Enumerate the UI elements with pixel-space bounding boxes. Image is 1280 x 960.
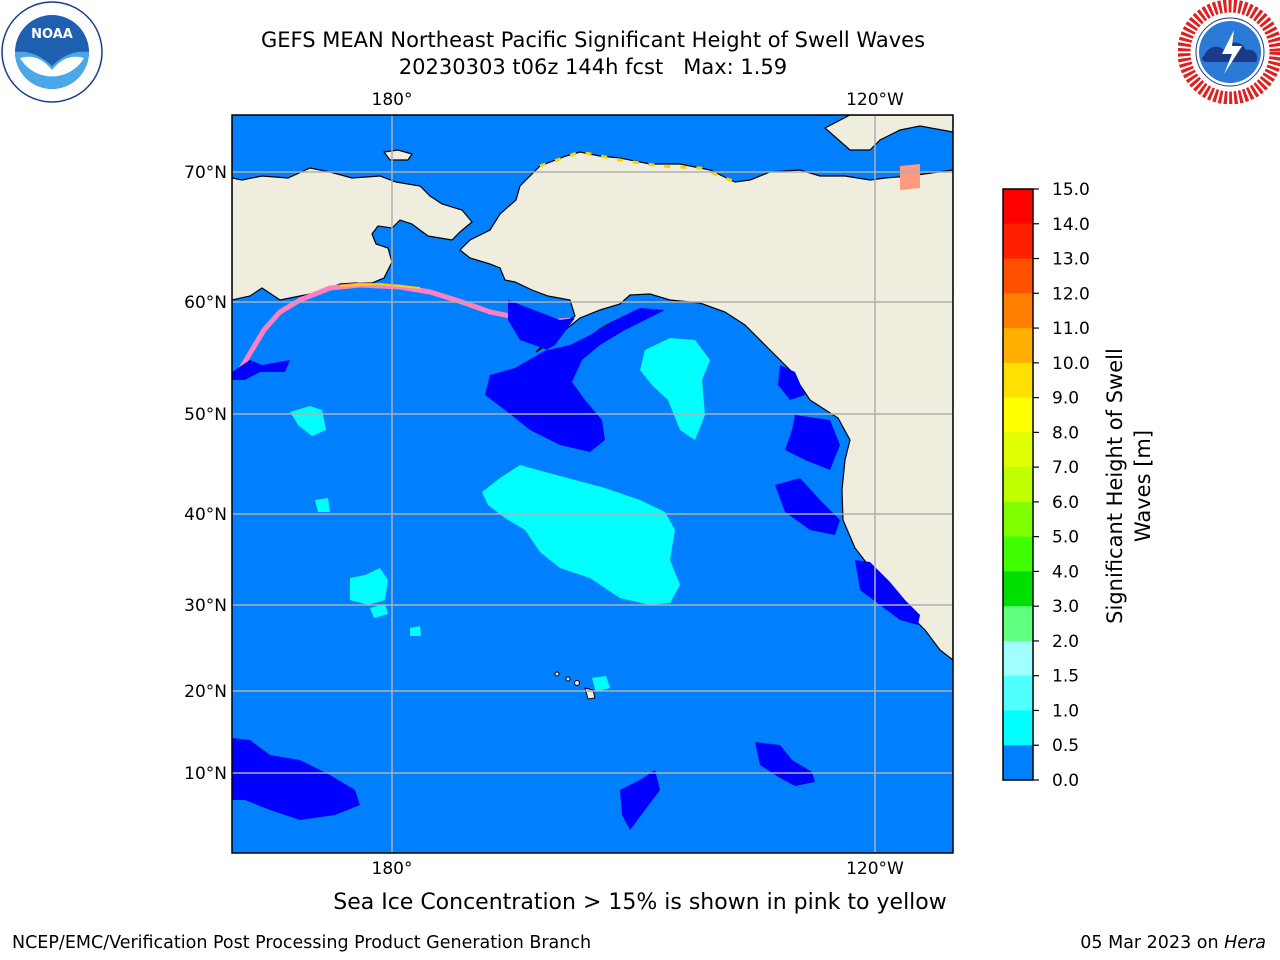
sea-ice-note: Sea Ice Concentration > 15% is shown in … (333, 890, 947, 915)
svg-text:NOAA: NOAA (31, 27, 73, 42)
footer-date-text: 05 Mar 2023 on (1080, 933, 1225, 953)
colorbar-segment (1003, 536, 1033, 572)
colorbar-segment (1003, 710, 1033, 746)
colorbar-tick-label: 1.5 (1052, 667, 1079, 687)
lon-label-top-180: 180° (372, 90, 413, 110)
colorbar-segment (1003, 675, 1033, 711)
graticule (232, 115, 953, 853)
colorbar-segment (1003, 745, 1033, 781)
footer-branch: NCEP/EMC/Verification Post Processing Pr… (12, 933, 592, 953)
colorbar-tick-label: 6.0 (1052, 493, 1079, 513)
colorbar-label-line2: Waves [m] (1131, 430, 1155, 542)
map-title: GEFS MEAN Northeast Pacific Significant … (260, 28, 926, 52)
lat-label-70n: 70°N (184, 163, 227, 183)
colorbar-tick-label: 8.0 (1052, 423, 1079, 443)
colorbar-tick-label: 0.5 (1052, 736, 1079, 756)
lat-label-40n: 40°N (184, 505, 227, 525)
colorbar-segment (1003, 189, 1033, 225)
lat-label-30n: 30°N (184, 596, 227, 616)
colorbar-segment (1003, 223, 1033, 260)
colorbar: 15.0 14.0 13.0 12.0 11.0 10.0 9.0 8.0 7.0 6.0 5.0 4… (1002, 180, 1090, 791)
colorbar-tick-label: 7.0 (1052, 458, 1079, 478)
colorbar-segment (1003, 293, 1033, 329)
lat-label-60n: 60°N (184, 293, 227, 313)
colorbar-segment (1003, 571, 1033, 607)
colorbar-segment (1003, 640, 1033, 677)
colorbar-label-line1: Significant Height of Swell (1103, 348, 1127, 624)
colorbar-tick-label: 13.0 (1052, 250, 1090, 270)
colorbar-segment (1003, 606, 1033, 642)
lon-label-bottom-120w: 120°W (846, 859, 904, 879)
colorbar-segment (1003, 432, 1033, 468)
colorbar-segment (1003, 467, 1033, 503)
colorbar-tick-label: 10.0 (1052, 354, 1090, 374)
footer-machine: Hera (1224, 933, 1266, 953)
colorbar-tick-label: 15.0 (1052, 180, 1090, 200)
nws-logo (1178, 0, 1280, 104)
colorbar-tick-label: 1.0 (1052, 701, 1079, 721)
colorbar-tick-label: 5.0 (1052, 528, 1079, 548)
colorbar-segment (1003, 362, 1033, 399)
colorbar-tick-label: 9.0 (1052, 389, 1079, 409)
colorbar-tick-label: 12.0 (1052, 284, 1090, 304)
noaa-logo: NOAA (1, 1, 103, 103)
colorbar-tick-label: 14.0 (1052, 215, 1090, 235)
map-subtitle: 20230303 t06z 144h fcst Max: 1.59 (398, 55, 788, 79)
colorbar-segment (1003, 328, 1033, 364)
colorbar-tick-label: 0.0 (1052, 771, 1079, 791)
colorbar-segment (1003, 501, 1033, 538)
colorbar-tick-label: 4.0 (1052, 562, 1079, 582)
lat-label-50n: 50°N (184, 405, 227, 425)
lat-label-10n: 10°N (184, 764, 227, 784)
colorbar-frame (1002, 188, 1034, 781)
lon-label-bottom-180: 180° (372, 859, 413, 879)
colorbar-segment (1003, 258, 1033, 294)
lon-label-top-120w: 120°W (846, 90, 904, 110)
footer-date: 05 Mar 2023 on Hera (1080, 933, 1266, 953)
colorbar-tick-label: 2.0 (1052, 632, 1079, 652)
lat-label-20n: 20°N (184, 682, 227, 702)
colorbar-tick-label: 3.0 (1052, 597, 1079, 617)
colorbar-tick-label: 11.0 (1052, 319, 1090, 339)
colorbar-segment (1003, 397, 1033, 433)
